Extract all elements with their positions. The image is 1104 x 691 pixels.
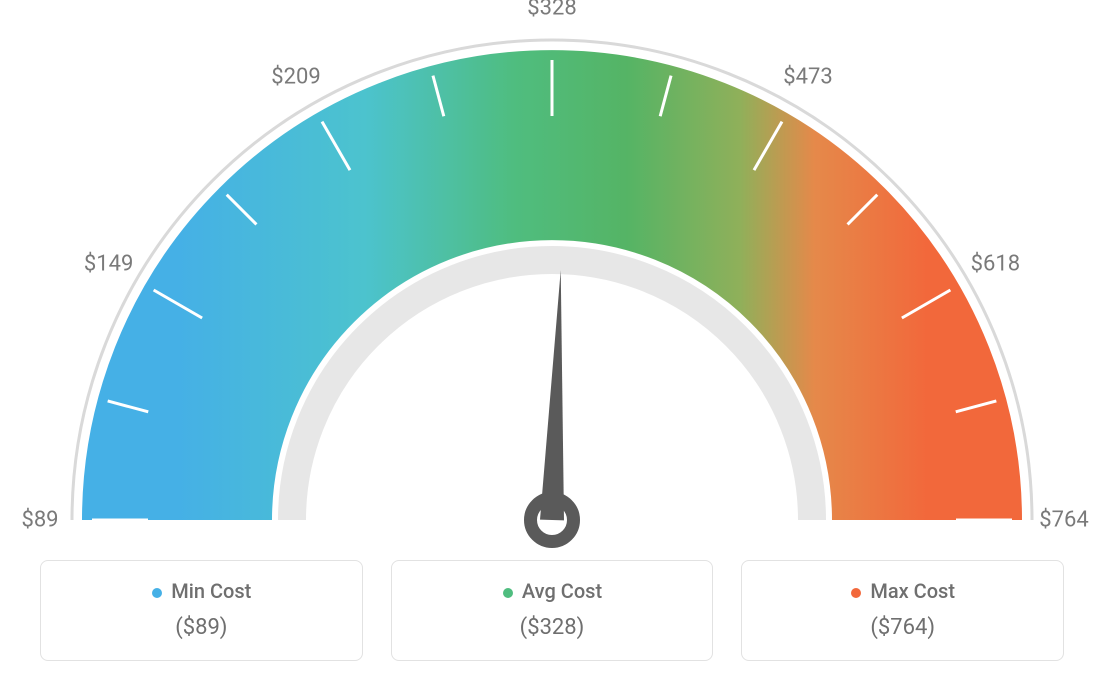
gauge-tick-label: $473 [783, 64, 832, 89]
avg-cost-label: Avg Cost [522, 579, 602, 603]
gauge-tick-label: $209 [271, 64, 320, 89]
max-cost-value: ($764) [742, 615, 1063, 640]
dot-icon [850, 587, 862, 599]
gauge-chart: $89 $149 $209 $328 $473 $618 $764 [0, 0, 1104, 560]
dot-icon [502, 587, 514, 599]
avg-cost-title: Avg Cost [392, 579, 713, 603]
max-cost-title: Max Cost [742, 579, 1063, 603]
max-cost-card: Max Cost ($764) [741, 560, 1064, 661]
dot-icon [151, 587, 163, 599]
gauge-tick-label: $618 [971, 252, 1020, 277]
min-cost-value: ($89) [41, 615, 362, 640]
gauge-svg [0, 0, 1104, 560]
max-cost-label: Max Cost [870, 579, 955, 603]
min-cost-label: Min Cost [171, 579, 251, 603]
avg-cost-card: Avg Cost ($328) [391, 560, 714, 661]
min-cost-card: Min Cost ($89) [40, 560, 363, 661]
min-cost-title: Min Cost [41, 579, 362, 603]
gauge-tick-label: $328 [527, 0, 576, 21]
gauge-tick-label: $764 [1039, 508, 1088, 533]
avg-cost-value: ($328) [392, 615, 713, 640]
cost-cards-row: Min Cost ($89) Avg Cost ($328) Max Cost … [0, 560, 1104, 691]
gauge-tick-label: $89 [21, 508, 58, 533]
gauge-tick-label: $149 [84, 252, 133, 277]
